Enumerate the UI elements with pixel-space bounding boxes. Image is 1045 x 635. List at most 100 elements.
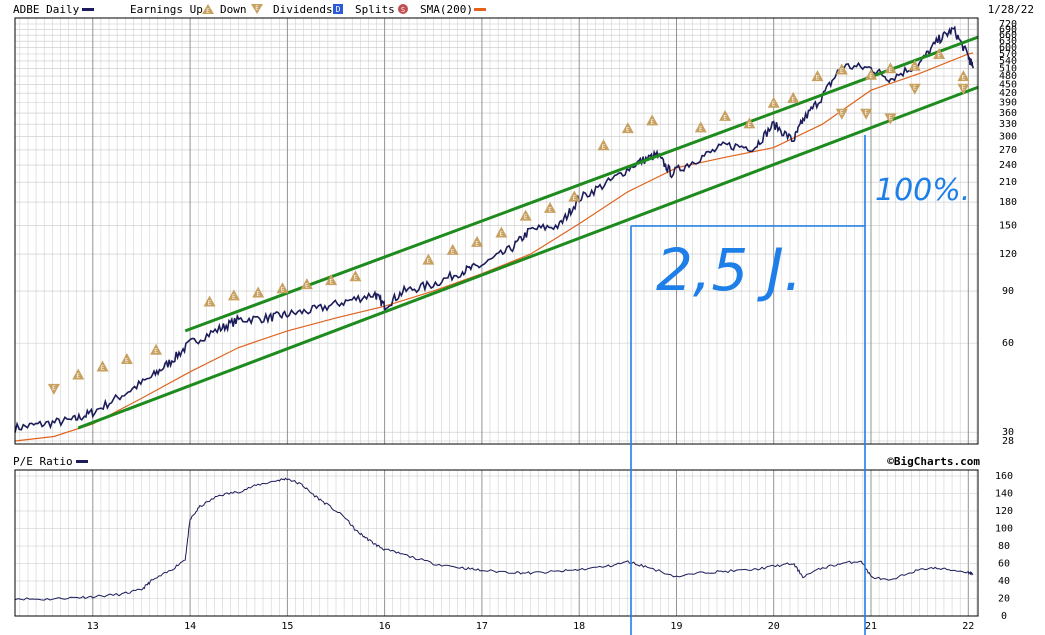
earnings-up-glyph: E bbox=[101, 365, 105, 372]
earnings-up-marker bbox=[957, 70, 970, 82]
splits-label: Splits bbox=[355, 3, 395, 16]
price-y-tick-label: 390 bbox=[999, 98, 1017, 109]
earnings-up-marker bbox=[544, 201, 556, 213]
pe-y-tick-label: 40 bbox=[998, 576, 1010, 587]
brand-label: ©BigCharts.com bbox=[887, 455, 980, 468]
earnings-up-glyph: E bbox=[573, 195, 577, 202]
price-y-tick-label: 450 bbox=[999, 79, 1017, 90]
x-tick-label: 22 bbox=[962, 621, 974, 632]
earnings-up-glyph: E bbox=[329, 279, 333, 286]
pe-y-tick-label: 160 bbox=[995, 471, 1013, 482]
earnings-up-glyph: E bbox=[840, 68, 844, 75]
earnings-up-glyph: E bbox=[475, 240, 479, 247]
earnings-up-marker bbox=[933, 48, 946, 60]
earnings-up-glyph: E bbox=[281, 287, 285, 294]
price-panel-frame bbox=[14, 17, 979, 445]
x-tick-label: 19 bbox=[670, 621, 682, 632]
price-y-tick-label: 690 bbox=[999, 24, 1017, 35]
dividends-label: Dividends bbox=[273, 3, 333, 16]
x-tick-label: 15 bbox=[281, 621, 293, 632]
earnings-down-marker bbox=[860, 108, 873, 120]
price-y-tick-label: 540 bbox=[999, 56, 1017, 67]
price-y-tick-label: 60 bbox=[1002, 338, 1014, 349]
earnings-up-marker bbox=[767, 96, 780, 108]
earnings-up-marker bbox=[694, 121, 707, 133]
earnings-up-marker bbox=[252, 286, 265, 298]
earnings-up-marker bbox=[96, 360, 109, 372]
earnings-up-glyph: E bbox=[524, 214, 528, 221]
earnings-up-glyph: E bbox=[548, 206, 552, 213]
x-tick-label: 18 bbox=[573, 621, 585, 632]
earnings-up-marker bbox=[349, 270, 362, 282]
duration-annotation: 2,5 J. bbox=[656, 236, 802, 304]
channel-line bbox=[184, 35, 979, 333]
channel-line bbox=[77, 85, 979, 430]
earnings-up-glyph: E bbox=[427, 258, 431, 265]
earnings-up-glyph: E bbox=[76, 373, 80, 380]
earnings-up-glyph: E bbox=[699, 126, 703, 133]
earnings-up-marker bbox=[300, 278, 313, 290]
earnings-up-glyph: E bbox=[305, 283, 309, 290]
earnings-up-marker bbox=[203, 295, 216, 307]
earnings-up-glyph: E bbox=[602, 144, 606, 151]
pe-title: P/E Ratio bbox=[13, 455, 73, 468]
price-y-tick-label: 30 bbox=[1002, 427, 1014, 438]
hand-annotations: 100%. 2,5 J. bbox=[630, 135, 970, 635]
earnings-up-marker bbox=[422, 253, 435, 265]
earnings-up-glyph: E bbox=[500, 231, 504, 238]
earnings-up-marker bbox=[72, 368, 85, 380]
earnings-up-marker bbox=[471, 235, 484, 247]
pe-panel: P/E Ratio ©BigCharts.com 0 20 40 60 80 100 120… bbox=[13, 455, 1013, 622]
earnings-down-glyph: E bbox=[913, 85, 917, 92]
x-tick-label: 16 bbox=[379, 621, 391, 632]
x-tick-label: 17 bbox=[476, 621, 488, 632]
earnings-up-marker bbox=[568, 190, 581, 202]
earnings-down-glyph: E bbox=[864, 110, 868, 117]
earnings-up-marker bbox=[835, 63, 848, 75]
earnings-down-marker bbox=[884, 113, 897, 125]
price-y-tick-label: 180 bbox=[999, 197, 1017, 208]
earnings-up-marker bbox=[884, 62, 897, 74]
earnings-up-marker bbox=[446, 243, 459, 255]
earnings-up-marker bbox=[150, 343, 163, 355]
earnings-up-marker bbox=[719, 109, 732, 121]
pe-panel-frame bbox=[14, 469, 979, 617]
earnings-up-glyph: E bbox=[937, 53, 941, 60]
price-y-tick-label: 150 bbox=[999, 220, 1017, 231]
earnings-up-marker bbox=[227, 289, 240, 301]
earnings-up-glyph: E bbox=[869, 73, 873, 80]
price-y-tick-label: 600 bbox=[999, 42, 1017, 53]
earnings-up-marker bbox=[787, 91, 800, 103]
earnings-down-marker bbox=[835, 108, 848, 120]
price-y-tick-label: 480 bbox=[999, 71, 1017, 82]
earnings-up-glyph: E bbox=[889, 67, 893, 74]
price-y-tick-label: 300 bbox=[999, 131, 1017, 142]
price-y-tick-label: 90 bbox=[1002, 286, 1014, 297]
price-y-tick-label: 330 bbox=[999, 119, 1017, 130]
pe-y-tick-label: 20 bbox=[998, 594, 1010, 605]
earnings-down-glyph: E bbox=[962, 85, 966, 92]
x-axis: 13 14 15 16 17 18 19 20 21 22 bbox=[87, 621, 975, 632]
earnings-down-glyph: E bbox=[52, 385, 56, 392]
price-y-tick-label: 360 bbox=[999, 108, 1017, 119]
earnings-up-marker bbox=[325, 274, 338, 286]
pe-y-tick-label: 100 bbox=[995, 524, 1013, 535]
earnings-up-marker bbox=[865, 68, 877, 80]
pe-legend-swatch bbox=[76, 460, 88, 463]
earnings-down-glyph: E bbox=[889, 114, 893, 121]
pe-y-axis: 0 20 40 60 80 100 120 140 160 bbox=[995, 471, 1013, 622]
symbol-label: ADBE Daily bbox=[13, 3, 80, 16]
price-grid bbox=[15, 18, 978, 444]
pe-ratio-line bbox=[14, 477, 974, 601]
earnings-up-label: Earnings Up bbox=[130, 3, 203, 16]
price-legend-swatch bbox=[82, 8, 94, 11]
pe-y-tick-label: 140 bbox=[995, 489, 1013, 500]
x-tick-label: 13 bbox=[87, 621, 99, 632]
price-y-tick-label: 720 bbox=[999, 19, 1017, 30]
earnings-up-glyph: E bbox=[816, 75, 820, 82]
dividends-badge-text: D bbox=[336, 5, 341, 14]
earnings-down-legend-icon: E bbox=[251, 4, 263, 14]
x-tick-label: 14 bbox=[184, 621, 196, 632]
